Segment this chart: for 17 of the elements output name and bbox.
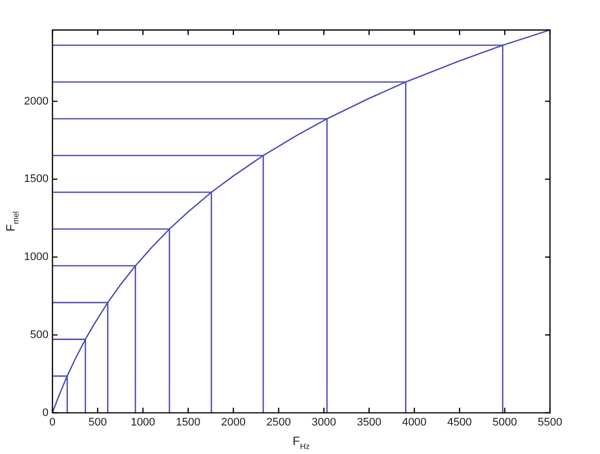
- x-tick-label: 4000: [402, 416, 427, 428]
- y-tick-label: 500: [30, 328, 48, 341]
- y-tick-label: 0: [42, 406, 48, 419]
- x-tick-label: 2000: [221, 416, 246, 428]
- y-tick-label: 2000: [24, 95, 48, 108]
- x-tick-label: 5500: [538, 416, 562, 428]
- x-tick-label: 4500: [447, 416, 472, 428]
- x-tick-label: 500: [88, 416, 107, 428]
- x-tick-label: 1000: [130, 416, 156, 428]
- y-axis-title: Fmel: [3, 211, 20, 232]
- x-tick-label: 5000: [492, 416, 518, 428]
- x-tick-label: 3000: [312, 416, 336, 428]
- y-tick-label: 1500: [24, 173, 48, 186]
- x-tick-label: 1500: [176, 416, 200, 428]
- x-tick-label: 2500: [266, 416, 291, 428]
- y-tick-label: 1000: [24, 251, 48, 264]
- x-tick-label: 3500: [356, 416, 382, 428]
